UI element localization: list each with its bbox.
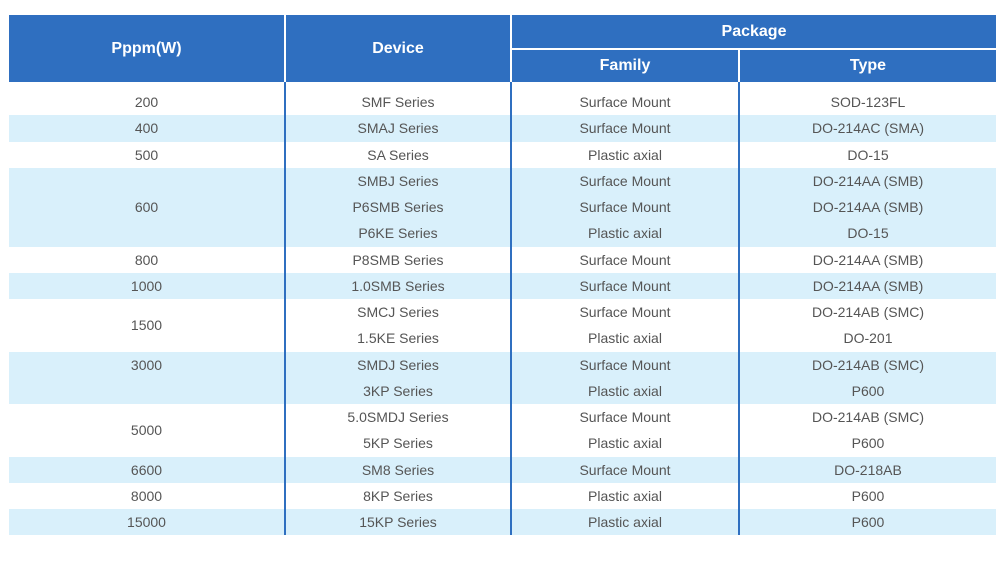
family-cell: Surface Mount (510, 351, 739, 378)
type-cell: P600 (738, 430, 996, 457)
table-row: 1.5KE Series Plastic axial DO-201 (9, 325, 996, 352)
type-cell: DO-214AB (SMC) (738, 351, 996, 378)
type-cell: DO-214AC (SMA) (738, 115, 996, 142)
device-cell: SMCJ Series (284, 299, 511, 326)
header-device: Device (284, 15, 511, 82)
device-cell: 8KP Series (284, 482, 511, 509)
family-cell: Surface Mount (510, 167, 739, 194)
table-row: 3KP Series Plastic axial P600 (9, 377, 996, 404)
header-pppm: Pppm(W) (9, 15, 285, 82)
device-cell: SMF Series (284, 82, 511, 116)
device-cell: 15KP Series (284, 509, 511, 536)
tvs-series-table: Pppm(W) Device Package Family Type 200 SM… (9, 15, 996, 536)
pppm-cell: 3000 (9, 351, 285, 378)
type-cell: DO-15 (738, 141, 996, 168)
device-cell: P6KE Series (284, 220, 511, 247)
pppm-cell: 200 (134, 94, 159, 111)
type-cell: DO-201 (738, 325, 996, 352)
pppm-cell: 6600 (9, 456, 285, 483)
type-cell: DO-214AA (SMB) (738, 194, 996, 221)
pppm-cell: 5000 (130, 422, 163, 439)
type-cell: DO-15 (738, 220, 996, 247)
device-cell: 1.0SMB Series (284, 272, 511, 299)
device-cell: 5.0SMDJ Series (284, 404, 511, 431)
type-cell: DO-214AB (SMC) (738, 404, 996, 431)
table-row: 1500 SMCJ Series Surface Mount DO-214AB (SM… (9, 299, 996, 333)
pppm-cell: 1000 (9, 272, 285, 299)
type-cell: DO-218AB (738, 456, 996, 483)
family-cell: Plastic axial (510, 482, 739, 509)
type-cell: SOD-123FL (738, 82, 996, 116)
device-cell: SMBJ Series (284, 167, 511, 194)
table-row: 5KP Series Plastic axial P600 (9, 430, 996, 457)
table-row: 400 SMAJ Series Surface Mount DO-214AC (SMA… (9, 115, 996, 142)
device-cell: P6SMB Series (284, 194, 511, 221)
family-cell: Surface Mount (510, 246, 739, 273)
table-row: 1000 1.0SMB Series Surface Mount DO-214AA (… (9, 272, 996, 299)
type-cell: DO-214AA (SMB) (738, 272, 996, 299)
pppm-cell: 1500 (130, 317, 163, 334)
header-type: Type (738, 49, 996, 82)
family-cell: Surface Mount (510, 82, 739, 116)
table-row: 6600 SM8 Series Surface Mount DO-218AB (9, 456, 996, 483)
pppm-cell: 8000 (130, 487, 163, 504)
table-row: P6KE Series Plastic axial DO-15 (9, 220, 996, 247)
family-cell: Surface Mount (510, 299, 739, 326)
table-row: 5000 5.0SMDJ Series Surface Mount DO-214AB … (9, 404, 996, 438)
device-cell: SMDJ Series (284, 351, 511, 378)
device-cell: SM8 Series (284, 456, 511, 483)
table-row: 15000 15KP Series Plastic axial P600 (9, 509, 996, 536)
table-row: 500 SA Series Plastic axial DO-15 (9, 141, 996, 168)
header-family: Family (510, 49, 739, 82)
family-cell: Plastic axial (510, 430, 739, 457)
table-row: P6SMB Series Surface Mount DO-214AA (SMB) (9, 194, 996, 221)
type-cell: P600 (738, 509, 996, 536)
family-cell: Surface Mount (510, 404, 739, 431)
type-cell: P600 (738, 377, 996, 404)
device-cell: SMAJ Series (284, 115, 511, 142)
device-cell: 5KP Series (284, 430, 511, 457)
family-cell: Plastic axial (510, 325, 739, 352)
type-cell: P600 (738, 482, 996, 509)
family-cell: Plastic axial (510, 220, 739, 247)
family-cell: Surface Mount (510, 456, 739, 483)
table-row: 200 SMF Series Surface Mount SOD-123FL (9, 82, 996, 116)
pppm-cell (9, 377, 285, 404)
pppm-cell: 500 (134, 146, 159, 163)
family-cell: Surface Mount (510, 272, 739, 299)
family-cell: Plastic axial (510, 377, 739, 404)
device-cell: P8SMB Series (284, 246, 511, 273)
pppm-cell: 400 (9, 115, 285, 142)
device-cell: 1.5KE Series (284, 325, 511, 352)
family-cell: Surface Mount (510, 194, 739, 221)
device-cell: 3KP Series (284, 377, 511, 404)
table-row: 8000 8KP Series Plastic axial P600 (9, 482, 996, 509)
pppm-cell: 600 (9, 167, 285, 247)
device-cell: SA Series (284, 141, 511, 168)
table-row: 600 SMBJ Series Surface Mount DO-214AA (SMB… (9, 167, 996, 247)
family-cell: Surface Mount (510, 115, 739, 142)
family-cell: Plastic axial (510, 141, 739, 168)
table-row: 3000 SMDJ Series Surface Mount DO-214AB (SM… (9, 351, 996, 378)
type-cell: DO-214AA (SMB) (738, 246, 996, 273)
pppm-cell: 15000 (9, 509, 285, 536)
pppm-cell: 800 (134, 251, 159, 268)
type-cell: DO-214AA (SMB) (738, 167, 996, 194)
table-row: 800 P8SMB Series Surface Mount DO-214AA (SM… (9, 246, 996, 273)
type-cell: DO-214AB (SMC) (738, 299, 996, 326)
family-cell: Plastic axial (510, 509, 739, 536)
header-package: Package (510, 15, 996, 50)
table-body: 200 SMF Series Surface Mount SOD-123FL 400 SM… (9, 82, 996, 536)
